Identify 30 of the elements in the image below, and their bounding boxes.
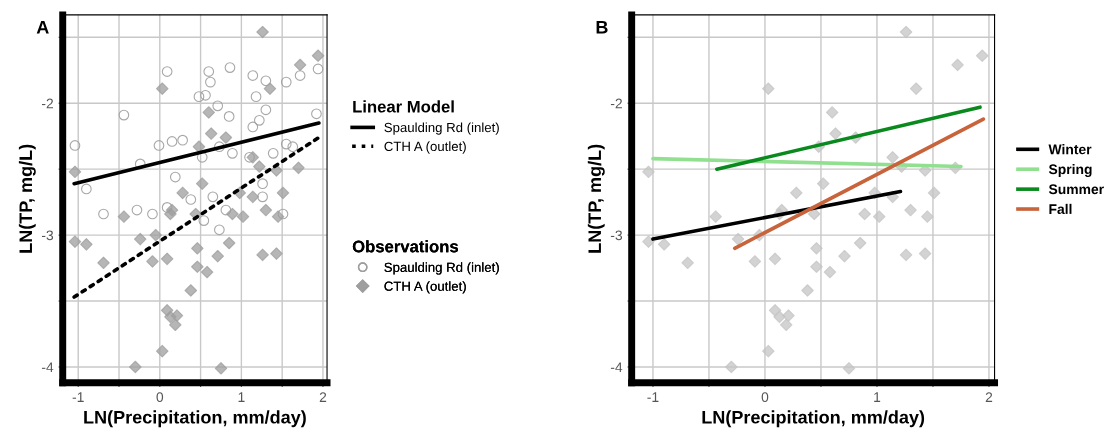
legend-label: Spaulding Rd (inlet) [384,122,499,135]
x-tick-label: 0 [761,392,769,403]
y-tick-label: -4 [41,362,54,373]
legend-label: CTH A (outlet) [384,141,466,154]
legend-label: Spring [1048,163,1092,177]
x-axis-title: LN(Precipitation, mm/day) [702,410,925,428]
x-tick-label: 2 [985,392,993,402]
legend-label: CTH A (outlet) [384,281,466,294]
chart-title: A [36,21,49,34]
x-tick-label: 2 [319,392,327,402]
y-tick-label: -2 [610,98,622,109]
text: Linear Model [353,100,454,113]
y-axis-title: LN(TP, mg/L) [18,144,36,253]
legend-label: Fall [1049,203,1072,215]
text: Observations [352,240,458,253]
y-tick-label: -2 [41,98,53,109]
x-tick-label: -1 [647,392,659,402]
x-axis-title: LN(Precipitation, mm/day) [84,410,306,428]
y-tick-label: -3 [41,230,54,241]
y-tick-label: -3 [610,230,623,241]
y-tick-label: -4 [610,362,623,373]
x-tick-label: -1 [72,392,84,402]
x-tick-label: 1 [238,392,245,402]
x-tick-label: 0 [156,392,164,403]
x-tick-label: 1 [874,392,881,402]
chart-title: B [596,21,608,34]
legend-label: Summer [1048,184,1104,195]
legend-label: Spaulding Rd (inlet) [384,262,499,275]
legend-label: Winter [1048,144,1092,155]
y-axis-title: LN(TP, mg/L) [587,144,605,253]
